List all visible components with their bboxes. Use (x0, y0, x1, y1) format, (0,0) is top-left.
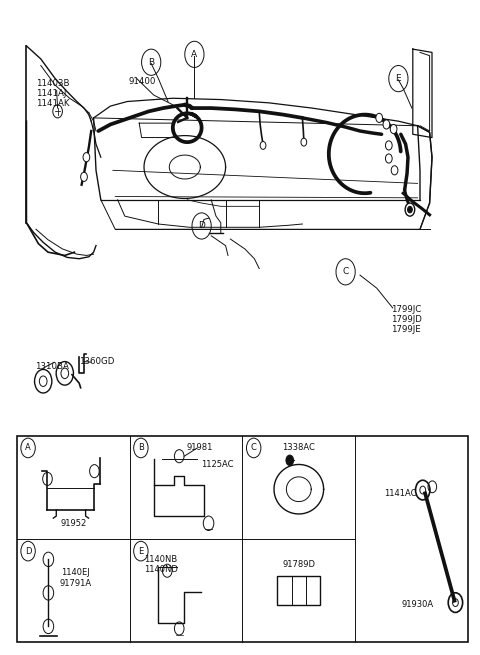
Text: 1141AC: 1141AC (384, 489, 417, 498)
Text: C: C (342, 267, 349, 276)
Circle shape (391, 166, 398, 175)
Circle shape (405, 203, 415, 216)
Circle shape (286, 455, 294, 466)
Text: 1338AC: 1338AC (282, 443, 315, 453)
Circle shape (81, 172, 87, 181)
Circle shape (385, 154, 392, 163)
Text: 1799JC
1799JD
1799JE: 1799JC 1799JD 1799JE (391, 305, 422, 334)
Text: 91952: 91952 (60, 519, 86, 528)
Bar (277, 576, 320, 605)
Circle shape (376, 113, 383, 122)
Text: E: E (396, 74, 401, 83)
Text: 91981: 91981 (186, 443, 213, 453)
Circle shape (383, 120, 390, 129)
Text: A: A (25, 443, 31, 453)
Text: C: C (251, 443, 257, 453)
Text: D: D (25, 547, 31, 555)
Text: 1125AC: 1125AC (201, 460, 234, 469)
Text: B: B (138, 443, 144, 453)
Text: 1310BA: 1310BA (35, 362, 69, 371)
Text: 1360GD: 1360GD (79, 357, 115, 366)
Text: 11403B
1141AJ
1141AK: 11403B 1141AJ 1141AK (36, 79, 70, 108)
Text: 91930A: 91930A (401, 600, 433, 609)
Bar (14, 16, 466, 432)
Bar (17, 436, 468, 642)
Circle shape (260, 141, 266, 149)
Text: B: B (148, 58, 154, 67)
Text: 91789D: 91789D (282, 560, 315, 569)
Text: D: D (198, 221, 205, 231)
Text: 1140EJ
91791A: 1140EJ 91791A (60, 569, 92, 588)
Circle shape (83, 153, 90, 162)
Text: A: A (192, 50, 197, 59)
Text: E: E (138, 547, 144, 555)
Circle shape (390, 124, 397, 134)
Circle shape (408, 206, 412, 213)
Text: 91400: 91400 (129, 77, 156, 86)
Circle shape (301, 138, 307, 146)
Text: 1140NB
1140ND: 1140NB 1140ND (144, 555, 178, 574)
Circle shape (385, 141, 392, 150)
